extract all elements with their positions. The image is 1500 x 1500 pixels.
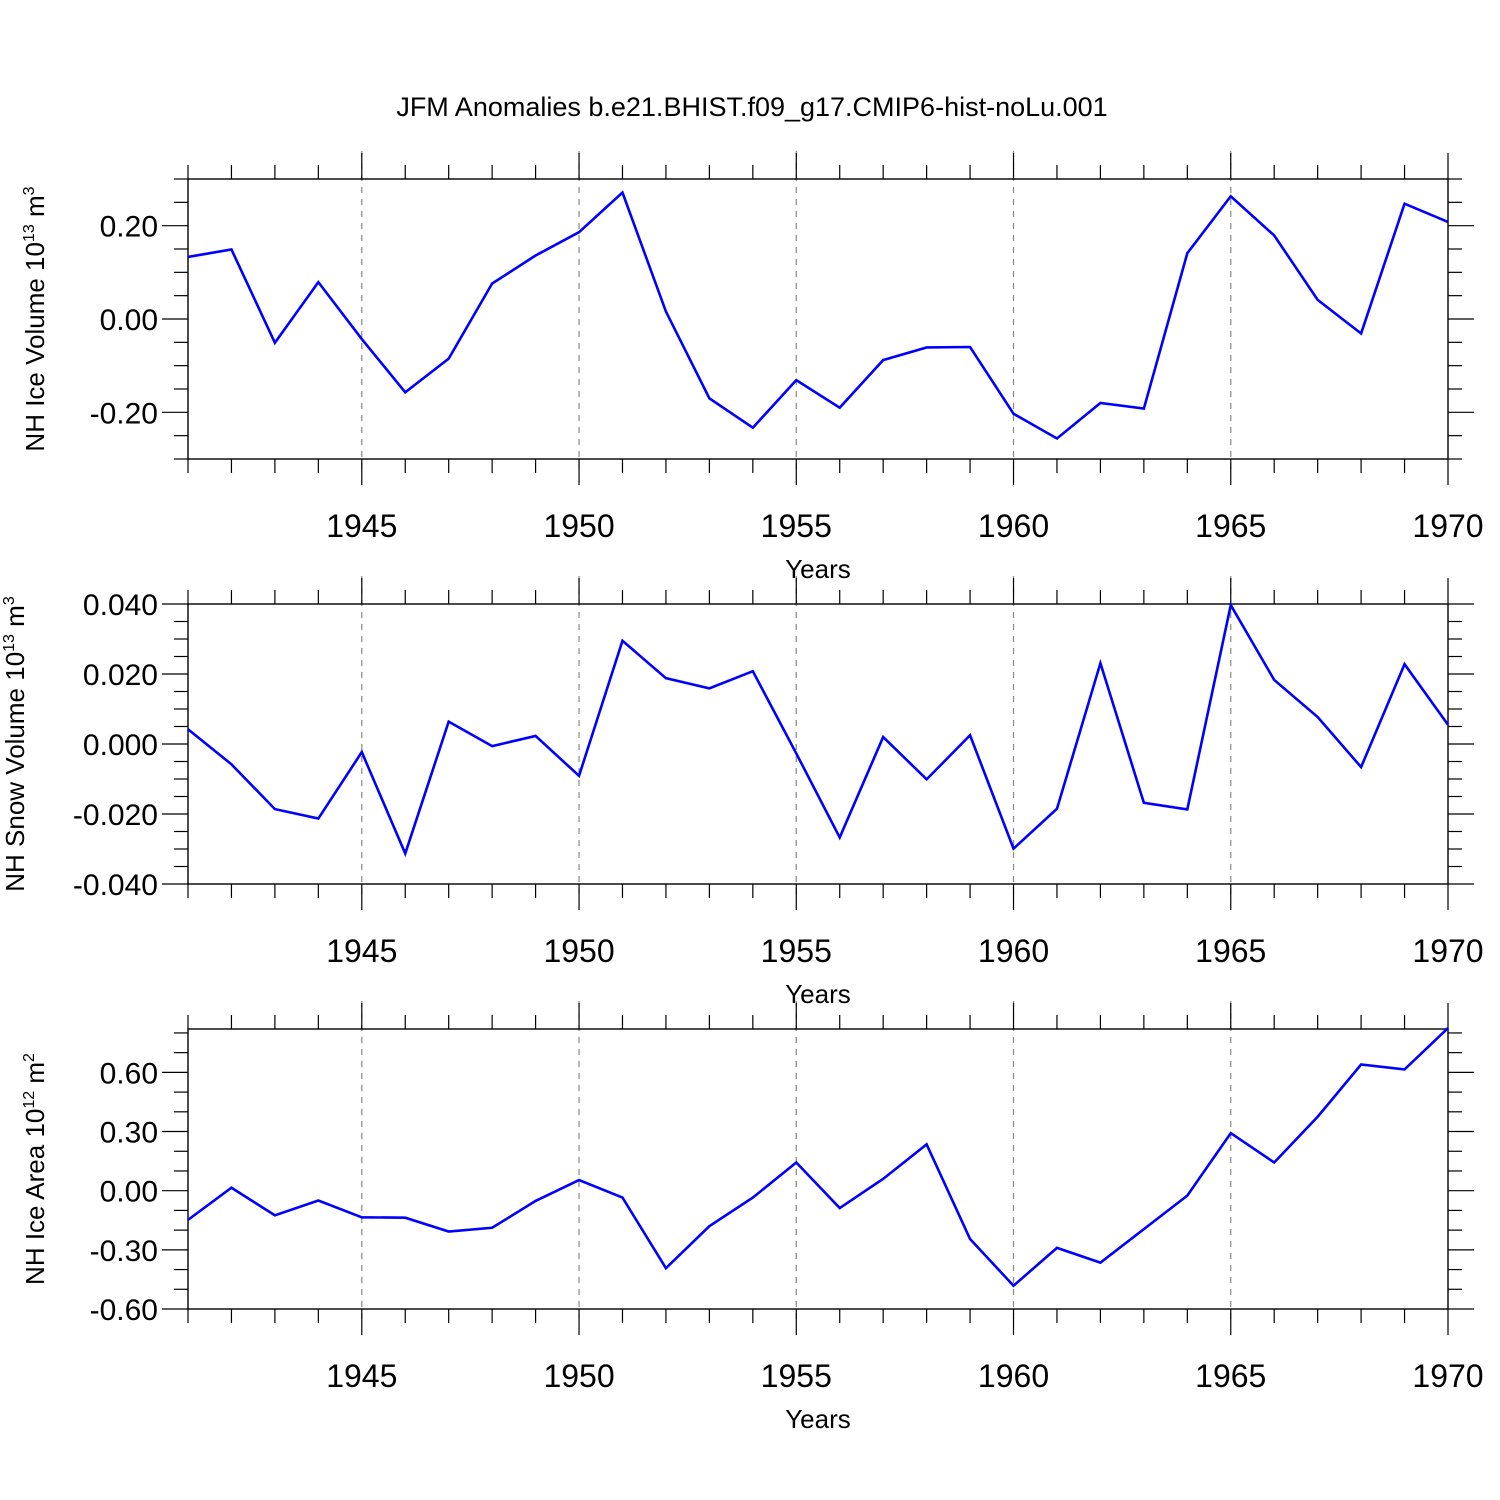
panel-2: 0.040 0.020 0.000 -0.020 -0.040 1945 1950 1955 1… [0,576,1484,1009]
y-axis-title-part: 3 [1,596,18,605]
y-axis-title-part: NH Snow Volume 10 [0,652,30,892]
x-tick-label: 1965 [1195,1358,1266,1394]
x-tick-label: 1955 [761,933,832,969]
x-tick-label: 1950 [543,933,614,969]
y-tick-label: 0.000 [83,729,158,762]
y-axis-title-part: m [20,1062,50,1091]
y-tick-label: 0.60 [100,1057,158,1090]
x-tick-label: 1970 [1412,933,1483,969]
y-axis-title-part: m [0,605,30,634]
y-axis-title-part: 3 [21,186,38,195]
x-tick-label: 1950 [543,508,614,544]
y-axis-title-part: NH Ice Volume 10 [20,242,50,452]
y-tick-label: 0.020 [83,659,158,692]
x-tick-label: 1945 [326,508,397,544]
y-tick-label: 0.20 [100,211,158,244]
x-axis-title: Years [785,554,851,584]
x-tick-label: 1970 [1412,508,1483,544]
panel-3: 0.60 0.30 0.00 -0.30 -0.60 1945 1950 1955 1960 19… [20,1001,1484,1434]
panel-1: 0.20 0.00 -0.20 1945 1950 1955 1960 1965 1970 Yea… [20,151,1484,584]
y-axis-title-part: m [20,195,50,224]
series-line [187,1027,1449,1288]
y-tick-label: 0.00 [100,304,158,337]
y-tick-label: -0.20 [90,397,158,430]
x-tick-label: 1970 [1412,1358,1483,1394]
y-tick-label: 0.30 [100,1117,158,1150]
chart-title: JFM Anomalies b.e21.BHIST.f09_g17.CMIP6-… [396,92,1107,122]
y-axis-title: NH Ice Volume 1013 m3 [20,186,50,451]
y-axis-title-part: 2 [21,1053,38,1062]
y-axis-title-part: 13 [21,224,38,242]
x-tick-label: 1945 [326,933,397,969]
y-tick-label: -0.020 [73,799,158,832]
y-tick-label: -0.60 [90,1294,158,1327]
y-tick-label: 0.040 [83,589,158,622]
series-line [187,190,1449,441]
x-tick-label: 1965 [1195,508,1266,544]
x-tick-label: 1945 [326,1358,397,1394]
y-tick-label: -0.30 [90,1235,158,1268]
x-tick-label: 1965 [1195,933,1266,969]
plot-frame [187,603,1449,885]
series-line [187,601,1450,858]
x-axis-title: Years [785,1404,851,1434]
y-axis-title-part: NH Ice Area 10 [20,1109,50,1285]
y-axis-title-part: 13 [1,634,18,652]
y-axis-title-part: 12 [21,1091,38,1109]
x-tick-label: 1950 [543,1358,614,1394]
plot-frame [187,1028,1449,1310]
x-tick-label: 1960 [978,508,1049,544]
x-axis-title: Years [785,979,851,1009]
x-tick-label: 1955 [761,1358,832,1394]
y-tick-label: -0.040 [73,869,158,902]
x-tick-label: 1960 [978,933,1049,969]
y-axis-title: NH Ice Area 1012 m2 [20,1053,50,1285]
y-tick-label: 0.00 [100,1176,158,1209]
y-axis-title: NH Snow Volume 1013 m3 [0,596,30,892]
x-tick-label: 1955 [761,508,832,544]
x-tick-label: 1960 [978,1358,1049,1394]
